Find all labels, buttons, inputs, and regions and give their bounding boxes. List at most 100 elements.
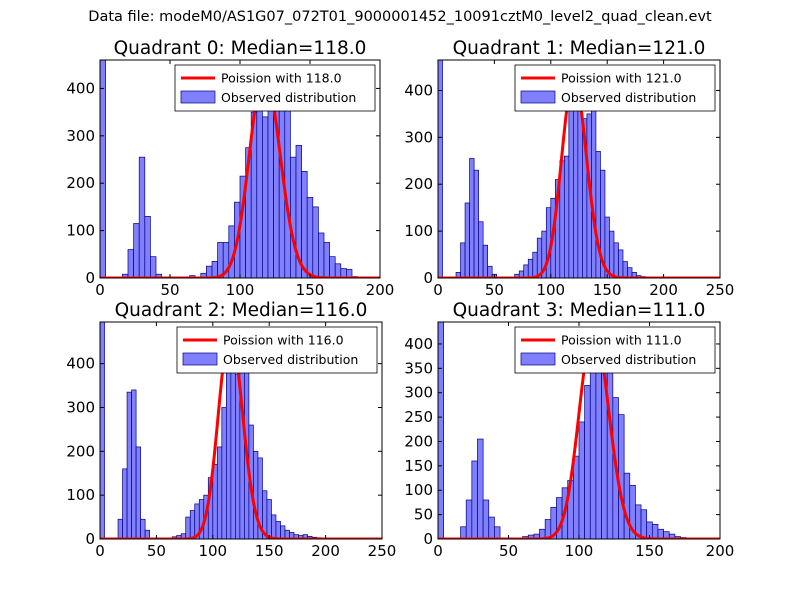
legend: Poission with 121.0 Observed distribution — [514, 64, 716, 112]
legend: Poission with 111.0 Observed distribution — [514, 326, 716, 374]
histogram-bar — [573, 455, 580, 539]
legend-bar-label: Observed distribution — [561, 90, 696, 105]
y-tick-label: 400 — [66, 355, 95, 373]
histogram-bar — [135, 446, 141, 539]
y-tick-label: 0 — [423, 269, 433, 287]
histogram-bar — [613, 242, 619, 278]
histogram-bar — [584, 385, 591, 539]
histogram-bar — [235, 374, 241, 539]
histogram-bar — [122, 468, 128, 539]
subplot-title: Quadrant 0: Median=118.0 — [114, 38, 367, 59]
histogram-bar — [460, 526, 467, 539]
subplot-title: Quadrant 1: Median=121.0 — [453, 38, 706, 59]
histogram-bar — [138, 156, 146, 278]
histogram-bar — [578, 421, 585, 539]
x-tick-label: 200 — [706, 542, 735, 560]
histogram-bar — [230, 365, 236, 539]
subplot-title: Quadrant 3: Median=111.0 — [453, 300, 706, 321]
histogram-bar — [464, 202, 470, 278]
histogram-bar — [206, 265, 213, 278]
histogram-bar — [271, 514, 277, 539]
histogram-bar — [623, 472, 631, 539]
plot-area — [438, 60, 720, 278]
plot-area — [100, 322, 382, 539]
histogram-bar — [100, 60, 106, 278]
histogram-bar — [527, 258, 534, 278]
subplot-quadrant-2: 0 50 100 150 200 250 0 100 200 300 400 Quadrant 2: … — [66, 300, 396, 560]
histogram-bar — [460, 242, 466, 278]
x-tick-label: 0 — [433, 542, 443, 560]
y-tick-label: 0 — [423, 530, 433, 548]
histogram-bar — [290, 156, 297, 278]
subplot-quadrant-0: 0 50 100 150 200 0 100 200 300 400 Quadrant 0: Med… — [66, 38, 394, 299]
histogram-bar — [523, 264, 529, 278]
y-tick-label: 300 — [66, 398, 95, 416]
histogram-bar — [640, 509, 648, 539]
histogram-bar — [133, 223, 140, 278]
histogram-bar — [488, 516, 495, 539]
histogram-bar — [471, 460, 478, 539]
histogram-bar — [478, 221, 484, 278]
histogram-bar — [494, 526, 501, 539]
histogram-bar — [609, 230, 615, 278]
histogram-bar — [126, 391, 132, 539]
legend-line-label: Poission with 118.0 — [221, 71, 342, 86]
x-tick-label: 150 — [255, 542, 284, 560]
y-tick-label: 100 — [66, 486, 95, 504]
y-tick-label: 0 — [85, 530, 95, 548]
x-tick-label: 50 — [147, 542, 166, 560]
histogram-bar — [280, 525, 286, 539]
histogram-bar — [266, 499, 272, 539]
legend-bar-swatch — [520, 90, 556, 104]
y-tick-label: 100 — [66, 222, 95, 240]
legend-bar-label: Observed distribution — [221, 90, 356, 105]
histogram-bar — [253, 450, 259, 539]
histogram-bar — [329, 256, 336, 278]
histogram-bar — [438, 60, 443, 278]
y-tick-label: 300 — [66, 127, 95, 145]
y-tick-label: 0 — [85, 269, 95, 287]
histogram-bar — [100, 322, 105, 539]
histogram-bar — [189, 510, 196, 539]
x-tick-label: 200 — [649, 281, 678, 299]
histogram-bar — [622, 261, 628, 278]
histogram-bar — [631, 272, 637, 278]
y-tick-label: 100 — [404, 222, 433, 240]
histogram-bar — [217, 242, 224, 278]
x-tick-label: 50 — [499, 542, 518, 560]
y-tick-label: 200 — [404, 432, 433, 450]
histogram-bar — [589, 360, 597, 539]
histogram-bar — [117, 518, 123, 539]
y-tick-label: 300 — [404, 384, 433, 402]
histogram-bar — [532, 251, 538, 278]
histogram-bar — [573, 101, 579, 278]
x-tick-label: 100 — [565, 542, 594, 560]
histogram-bar — [155, 273, 162, 278]
x-tick-label: 0 — [433, 281, 443, 299]
y-tick-label: 200 — [66, 174, 95, 192]
legend-bar-label: Observed distribution — [561, 352, 696, 367]
histogram-bar — [256, 107, 263, 278]
histogram-bar — [275, 521, 281, 539]
histogram-bar — [306, 197, 314, 278]
x-tick-label: 100 — [198, 542, 227, 560]
histogram-bar — [323, 242, 330, 278]
legend-line-label: Poission with 121.0 — [561, 71, 682, 86]
x-tick-label: 250 — [368, 542, 397, 560]
legend: Poission with 116.0 Observed distribution — [176, 326, 378, 374]
x-tick-label: 200 — [311, 542, 340, 560]
legend-line-label: Poission with 116.0 — [223, 333, 344, 348]
histogram-bar — [301, 171, 308, 278]
legend-line-label: Poission with 111.0 — [561, 333, 682, 348]
histogram-bar — [469, 158, 475, 278]
y-tick-label: 150 — [404, 457, 433, 475]
histogram-bar — [438, 322, 444, 539]
subplot-title: Quadrant 2: Median=116.0 — [115, 300, 368, 321]
histogram-bar — [131, 389, 137, 539]
histogram-bar — [216, 446, 223, 539]
y-tick-label: 50 — [414, 506, 433, 524]
histogram-bar — [140, 518, 146, 539]
histogram-bar — [595, 151, 601, 278]
subplot-quadrant-1: 0 50 100 150 200 250 0 100 200 300 400 Quadrant 1: … — [404, 38, 734, 299]
